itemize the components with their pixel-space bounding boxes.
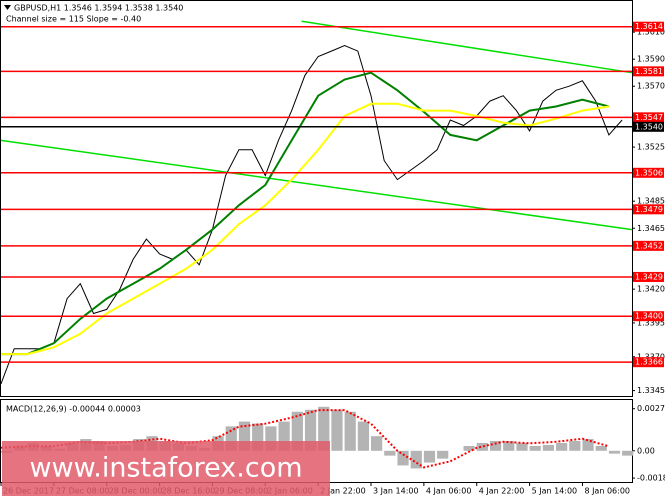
level-label: 1.3614 [635, 22, 663, 31]
y-tick-label: -0.00181 [637, 474, 665, 483]
x-tick-label: 5 Jan 14:00 [532, 487, 578, 496]
y-tick-label: 1.3395 [637, 318, 665, 327]
macd-bar [423, 450, 436, 463]
chart-title: GBPUSD,H1 1.3546 1.3594 1.3538 1.3540 [14, 4, 183, 13]
level-label: 1.3479 [635, 205, 663, 214]
level-label: 1.3506 [635, 168, 663, 177]
level-box [633, 357, 664, 368]
level-box [633, 271, 664, 282]
series-line [0, 45, 623, 384]
macd-bar [582, 439, 594, 451]
macd-bar [476, 442, 488, 451]
level-box [633, 240, 664, 251]
macd-bar [225, 426, 237, 451]
level-label: 1.3429 [635, 272, 663, 281]
level-label: 1.3547 [635, 113, 663, 122]
macd-bar [384, 450, 396, 456]
y-tick-label: 1.3590 [637, 55, 665, 64]
y-tick-label: 1.3525 [637, 143, 665, 152]
macd-bar [622, 450, 634, 456]
menu-icon [4, 5, 11, 10]
y-tick-label: 1.3485 [637, 197, 665, 206]
level-box [633, 167, 664, 178]
channel-line [301, 20, 633, 74]
macd-bar [437, 450, 449, 459]
macd-bar [569, 441, 581, 451]
y-tick-label: 1.3610 [637, 28, 665, 37]
current-price-box [633, 121, 664, 132]
x-tick-label: 2 Jan 22:00 [320, 487, 366, 496]
macd-bar [397, 450, 409, 466]
macd-bar [265, 426, 277, 451]
y-tick-label: 0.00279 [637, 404, 665, 413]
y-tick-label: 1.3570 [637, 82, 665, 91]
channel-line [0, 139, 633, 231]
macd-bar [304, 409, 317, 451]
y-tick-label: 1.3370 [637, 352, 665, 361]
macd-bar [529, 445, 541, 451]
macd-bar [503, 441, 515, 451]
macd-bar [278, 421, 290, 451]
level-label: 1.3366 [635, 358, 663, 367]
level-label: 1.3581 [635, 67, 663, 76]
chart-subtitle: Channel size = 115 Slope = -0.40 [6, 15, 141, 24]
y-tick-label: 1.3465 [637, 224, 665, 233]
main-panel [0, 0, 633, 397]
level-label: 1.3452 [635, 241, 663, 250]
y-tick-label: 1.3420 [637, 285, 665, 294]
level-label: 1.3400 [635, 312, 663, 321]
x-tick-label: 8 Jan 06:00 [584, 487, 630, 496]
x-tick-label: 3 Jan 14:00 [373, 487, 419, 496]
macd-bar [331, 409, 343, 451]
level-box [633, 204, 664, 215]
macd-bar [344, 411, 356, 451]
macd-bar [238, 421, 251, 451]
level-box [633, 21, 664, 32]
y-tick-label: 1.3345 [637, 386, 665, 395]
x-tick-label: 4 Jan 06:00 [426, 487, 472, 496]
macd-bar [318, 406, 330, 451]
macd-bar [252, 423, 264, 451]
watermark-box [2, 441, 330, 496]
y-tick-label: 0.00 [637, 446, 655, 455]
macd-bar [463, 445, 475, 451]
macd-bar [489, 441, 502, 451]
macd-bar [556, 442, 568, 451]
watermark: www.instaforex.com [29, 453, 302, 484]
x-tick-label: 4 Jan 22:00 [479, 487, 525, 496]
macd-bar [291, 411, 303, 451]
macd-bar [542, 444, 555, 451]
current-price-label: 1.3540 [635, 122, 663, 131]
level-box [633, 66, 664, 77]
macd-bar [371, 436, 383, 451]
macd-title: MACD(12,26,9) -0.00044 0.00003 [6, 405, 141, 414]
macd-bar [608, 450, 621, 454]
level-box [633, 311, 664, 322]
level-box [633, 112, 664, 123]
macd-bar [410, 450, 422, 469]
macd-bar [595, 445, 607, 451]
macd-bar [357, 421, 370, 451]
macd-bar [516, 442, 528, 451]
